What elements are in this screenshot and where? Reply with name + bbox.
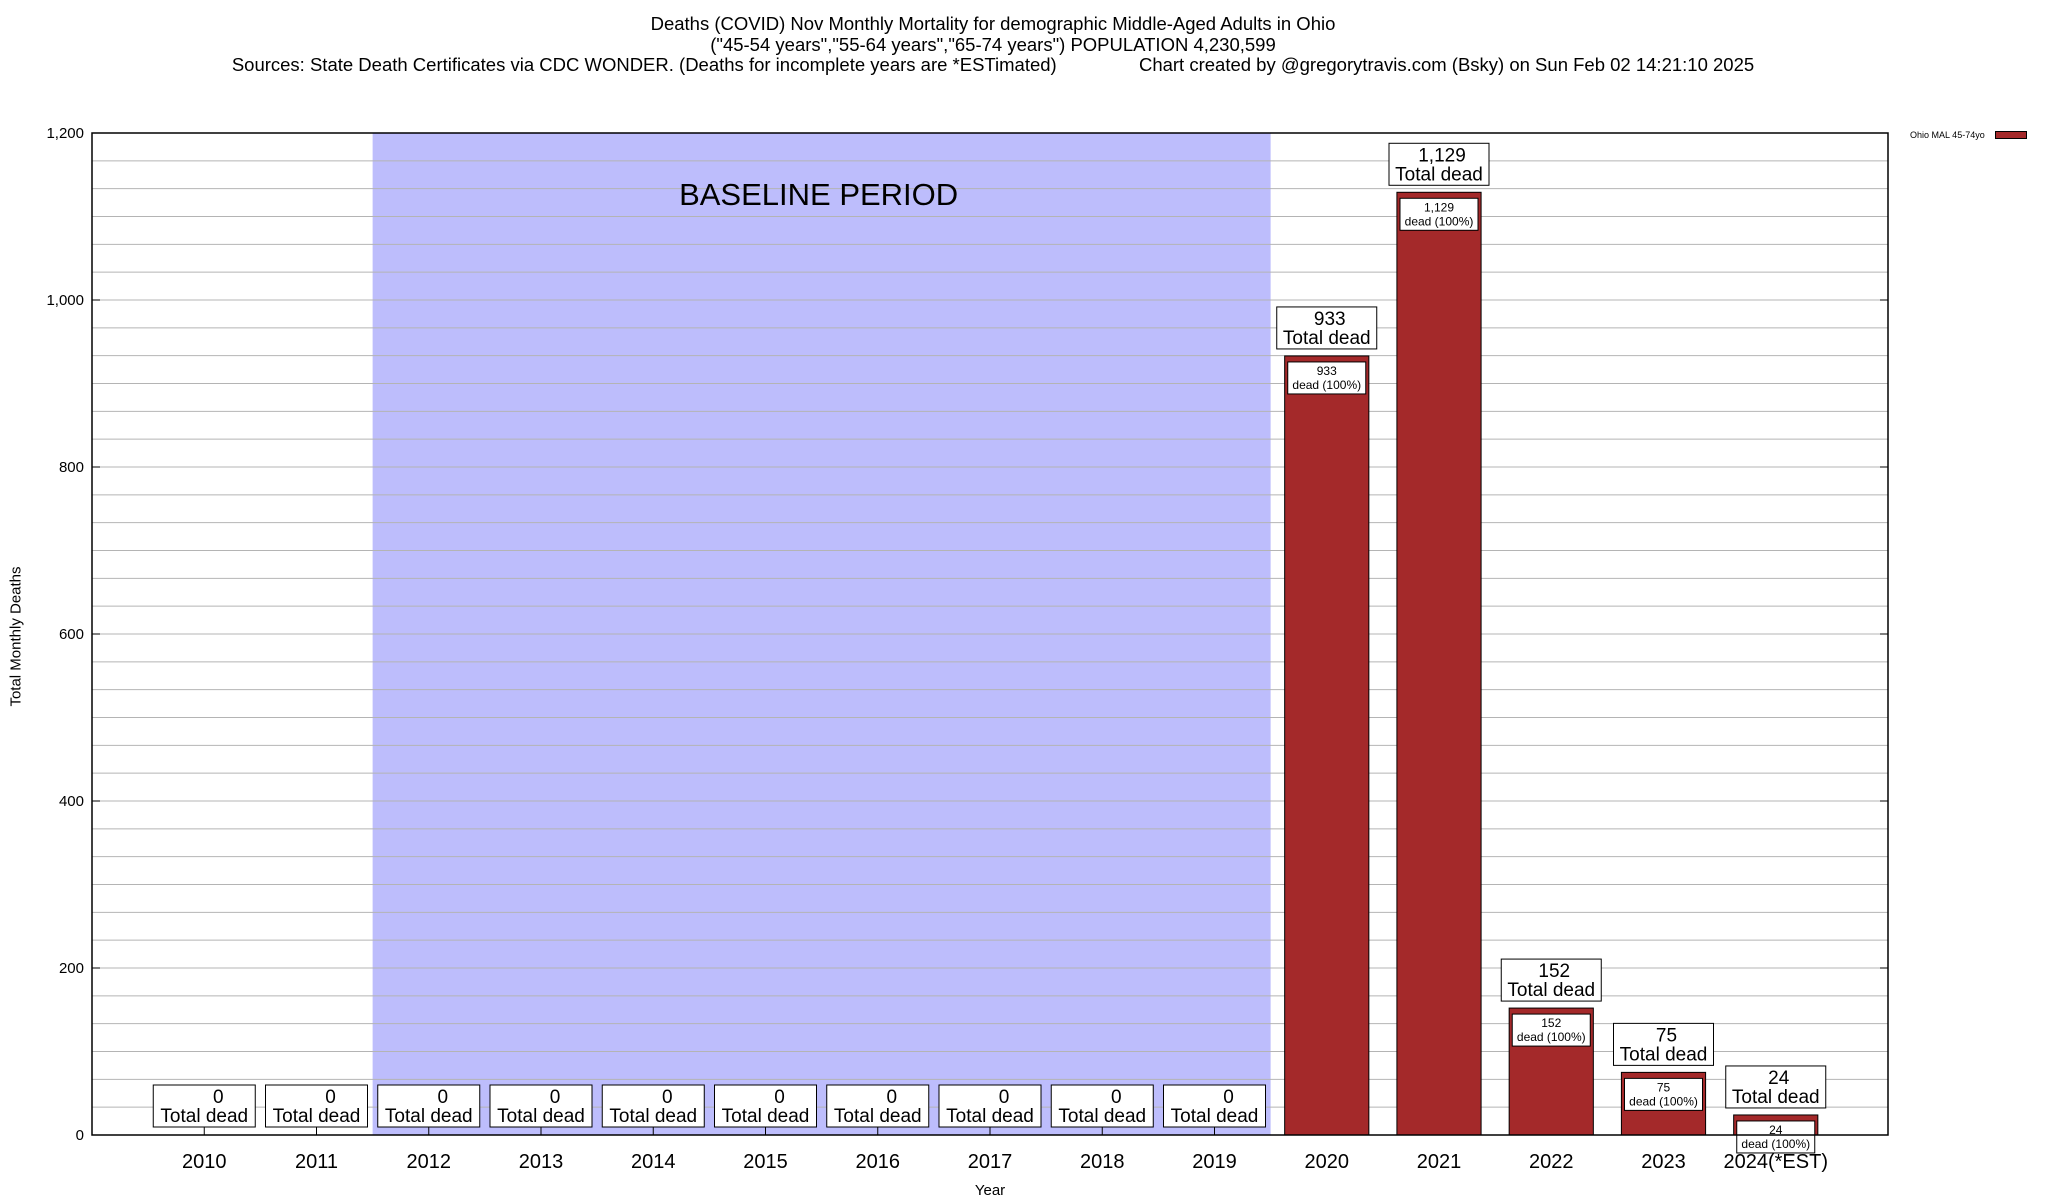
inner-label-box	[1736, 1120, 1816, 1154]
total-value-label: 0	[550, 1087, 561, 1108]
total-dead-label: Total dead	[1058, 1106, 1146, 1127]
inner-percent-label: dead (100%)	[1292, 378, 1361, 392]
inner-value-label: 24	[1769, 1123, 1783, 1137]
total-value-label: 0	[1111, 1087, 1122, 1108]
x-tick-label: 2010	[182, 1151, 227, 1173]
total-value-label: 1,129	[1418, 145, 1466, 166]
total-label-box	[1500, 958, 1602, 1002]
inner-percent-label: dead (100%)	[1517, 1030, 1586, 1044]
inner-label-box	[1287, 361, 1367, 395]
total-label-box	[1388, 142, 1490, 186]
total-label-box	[826, 1084, 930, 1128]
legend-label: Ohio MAL 45-74yo	[1910, 130, 1985, 140]
total-value-label: 933	[1314, 309, 1346, 330]
total-label-box	[1725, 1065, 1827, 1109]
x-tick-label: 2013	[519, 1151, 564, 1173]
total-label-box	[1050, 1084, 1154, 1128]
x-tick-label: 2015	[743, 1151, 788, 1173]
total-dead-label: Total dead	[1732, 1087, 1820, 1108]
y-tick-label: 800	[59, 459, 84, 476]
total-dead-label: Total dead	[497, 1106, 585, 1127]
inner-percent-label: dead (100%)	[1741, 1137, 1810, 1151]
baseline-period-label: BASELINE PERIOD	[679, 177, 958, 212]
x-tick-label: 2020	[1305, 1151, 1350, 1173]
total-label-box	[1613, 1022, 1714, 1066]
y-axis-label: Total Monthly Deaths	[7, 566, 25, 707]
plot-frame	[91, 132, 1889, 1136]
y-tick-label: 0	[76, 1127, 84, 1144]
y-tick-label: 600	[59, 626, 84, 643]
total-dead-label: Total dead	[609, 1106, 697, 1127]
total-dead-label: Total dead	[273, 1106, 361, 1127]
total-dead-label: Total dead	[1283, 328, 1371, 349]
total-value-label: 0	[213, 1087, 224, 1108]
inner-value-label: 75	[1657, 1080, 1671, 1094]
total-value-label: 0	[437, 1087, 448, 1108]
total-dead-label: Total dead	[722, 1106, 810, 1127]
total-dead-label: Total dead	[1395, 164, 1483, 185]
total-dead-label: Total dead	[160, 1106, 248, 1127]
chart-title-line-3: Sources: State Death Certificates via CD…	[231, 54, 1755, 75]
y-tick-label: 400	[59, 793, 84, 810]
inner-value-label: 933	[1317, 364, 1337, 378]
total-dead-label: Total dead	[1507, 980, 1595, 1001]
total-label-box	[601, 1084, 705, 1128]
inner-label-box	[1624, 1077, 1703, 1111]
x-tick-label: 2016	[856, 1151, 901, 1173]
x-tick-label: 2021	[1417, 1151, 1462, 1173]
inner-percent-label: dead (100%)	[1405, 214, 1474, 228]
x-tick-label: 2011	[295, 1151, 338, 1173]
x-tick-label: 2012	[407, 1151, 452, 1173]
chart-title-line-2: ("45-54 years","55-64 years","65-74 year…	[710, 34, 1276, 55]
legend: Ohio MAL 45-74yo	[1910, 130, 2027, 140]
total-value-label: 75	[1656, 1025, 1677, 1046]
total-value-label: 152	[1538, 961, 1570, 982]
total-label-box	[1163, 1084, 1266, 1128]
x-tick-label: 2022	[1529, 1151, 1574, 1173]
x-tick-label: 2014	[631, 1151, 676, 1173]
bar	[1396, 191, 1482, 1136]
x-tick-label: 2017	[968, 1151, 1013, 1173]
total-label-box	[489, 1084, 593, 1128]
total-dead-label: Total dead	[1620, 1044, 1708, 1065]
total-value-label: 0	[1223, 1087, 1234, 1108]
legend-swatch	[1994, 131, 2027, 139]
inner-label-box	[1399, 197, 1479, 231]
inner-value-label: 1,129	[1424, 200, 1454, 214]
total-dead-label: Total dead	[834, 1106, 922, 1127]
total-label-box	[152, 1084, 256, 1128]
total-value-label: 24	[1768, 1068, 1790, 1089]
inner-label-box	[1511, 1013, 1591, 1047]
total-label-box	[377, 1084, 481, 1128]
total-label-box	[265, 1084, 368, 1128]
total-value-label: 0	[662, 1087, 673, 1108]
total-label-box	[1276, 306, 1378, 350]
total-label-box	[938, 1084, 1042, 1128]
inner-value-label: 152	[1541, 1016, 1561, 1030]
total-dead-label: Total dead	[385, 1106, 473, 1127]
total-label-box	[714, 1084, 817, 1128]
x-axis-label: Year	[974, 1182, 1006, 1199]
y-tick-label: 200	[59, 960, 84, 977]
total-value-label: 0	[774, 1087, 785, 1108]
chart-title-line-1: Deaths (COVID) Nov Monthly Mortality for…	[650, 13, 1336, 34]
total-dead-label: Total dead	[1171, 1106, 1259, 1127]
x-tick-label: 2023	[1641, 1151, 1686, 1173]
total-value-label: 0	[325, 1087, 336, 1108]
x-tick-label: 2018	[1080, 1151, 1125, 1173]
x-tick-label: 2019	[1192, 1151, 1237, 1173]
y-tick-label: 1,000	[46, 292, 84, 309]
total-value-label: 0	[999, 1087, 1010, 1108]
inner-percent-label: dead (100%)	[1629, 1094, 1698, 1108]
total-dead-label: Total dead	[946, 1106, 1034, 1127]
bar	[1284, 355, 1370, 1136]
total-value-label: 0	[886, 1087, 897, 1108]
x-tick-label: 2024(*EST)	[1724, 1151, 1829, 1173]
y-tick-label: 1,200	[46, 125, 84, 142]
